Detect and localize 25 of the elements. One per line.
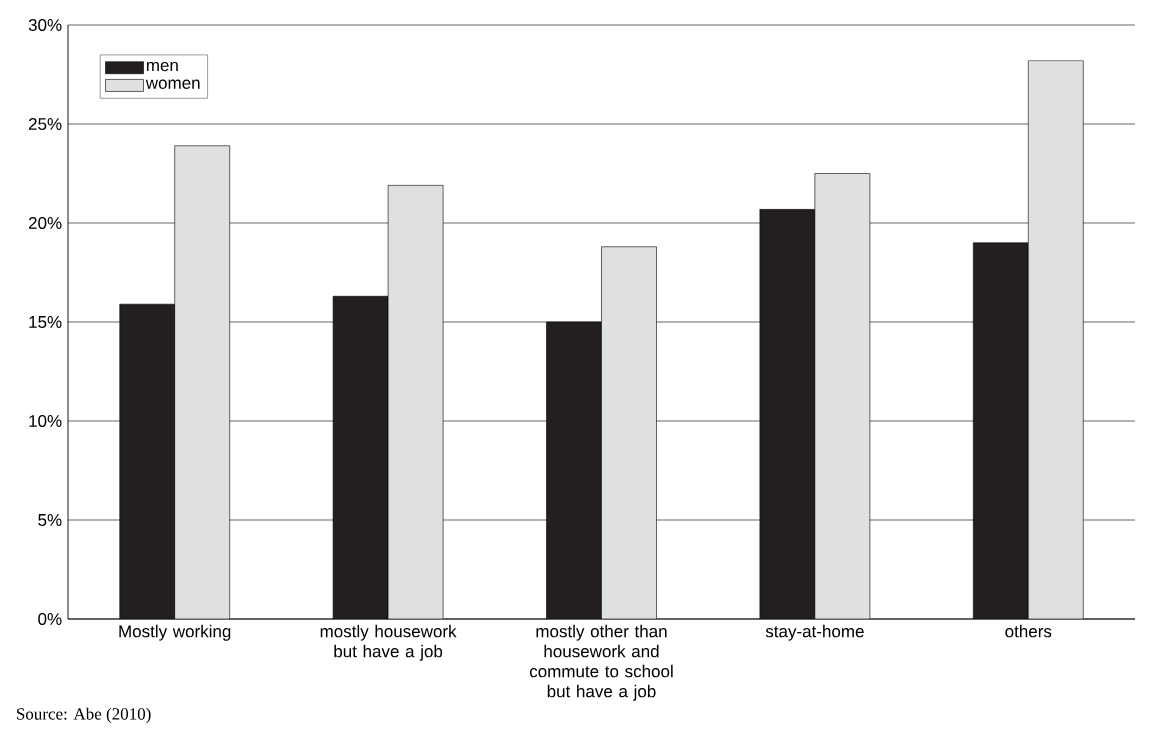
bar: [601, 246, 657, 619]
y-tick-label: 30%: [28, 18, 62, 32]
y-tick-label: 25%: [28, 117, 62, 131]
bar: [759, 208, 816, 619]
bar: [546, 321, 602, 619]
bar: [119, 303, 175, 619]
legend-label: women: [145, 79, 200, 89]
bar: [174, 145, 230, 619]
y-tick-label: 5%: [38, 514, 62, 526]
x-tick-label: mostly other than housework and commute to school but have a job: [529, 624, 673, 701]
x-tick-label: Mostly working: [119, 624, 231, 641]
bar: [814, 173, 871, 619]
x-tick-label: stay-at-home: [765, 624, 864, 641]
source-note: Source: Abe (2010): [17, 707, 151, 724]
legend-label: men: [146, 61, 178, 72]
x-tick-label: others: [1005, 624, 1052, 638]
bar: [972, 242, 1029, 619]
y-tick-label: 20%: [28, 216, 62, 230]
y-tick-label: 0%: [38, 612, 62, 626]
bar: [1027, 60, 1084, 619]
y-tick-label: 15%: [29, 316, 62, 328]
bar: [387, 185, 444, 619]
x-tick-label: mostly housework but have a job: [320, 624, 457, 661]
bar: [332, 295, 389, 619]
y-tick-label: 10%: [29, 414, 62, 428]
